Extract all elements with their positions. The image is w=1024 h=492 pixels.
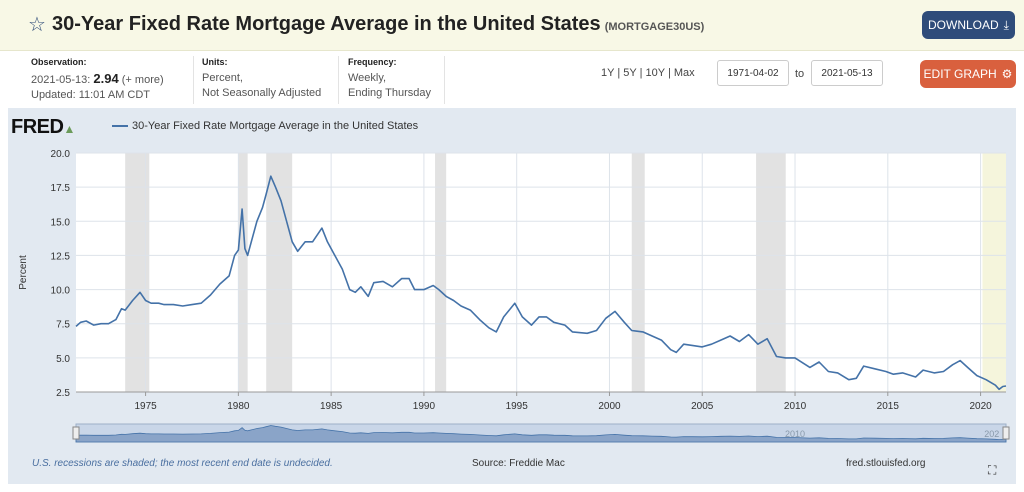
- range-separator: |: [667, 67, 671, 79]
- divider: [338, 56, 339, 104]
- x-tick-label: 2015: [877, 401, 900, 412]
- navigator-series: [75, 425, 1007, 443]
- observation-date: 2021-05-13:: [31, 74, 91, 86]
- x-tick-label: 1980: [227, 401, 250, 412]
- frequency-line2: Ending Thursday: [348, 87, 431, 99]
- navigator-label: 202: [984, 429, 999, 439]
- end-date-input[interactable]: 2021-05-13: [811, 60, 883, 86]
- x-tick-label: 1975: [134, 401, 157, 412]
- frequency-label: Frequency:: [348, 57, 397, 67]
- fred-logo-text: FRED: [11, 116, 64, 138]
- observation-value: 2.94: [93, 71, 119, 86]
- fred-logo-chart-icon: ▲: [63, 122, 75, 136]
- divider: [444, 56, 445, 104]
- to-label: to: [795, 68, 805, 80]
- y-tick-label: 20.0: [51, 149, 71, 160]
- recession-band: [756, 153, 786, 392]
- frequency-line1: Weekly,: [348, 72, 387, 84]
- recession-band: [238, 153, 248, 392]
- fred-logo: FRED▲: [11, 116, 75, 139]
- frequency-block: Frequency: Weekly, Ending Thursday: [348, 57, 444, 101]
- y-tick-label: 17.5: [51, 183, 71, 194]
- recession-note: U.S. recessions are shaded; the most rec…: [32, 458, 333, 469]
- observation-more-link[interactable]: (+ more): [121, 74, 164, 86]
- recession-band: [266, 153, 293, 392]
- star-outline-icon[interactable]: ☆: [28, 14, 46, 36]
- y-axis-label: Percent: [18, 255, 29, 290]
- y-tick-label: 12.5: [51, 251, 71, 262]
- x-tick-label: 2005: [691, 401, 714, 412]
- range-5y-link[interactable]: 5Y: [623, 67, 637, 79]
- range-separator: |: [617, 67, 621, 79]
- legend-label: 30-Year Fixed Rate Mortgage Average in t…: [132, 120, 419, 132]
- y-tick-label: 15.0: [51, 217, 71, 228]
- units-label: Units:: [202, 57, 228, 67]
- x-tick-label: 2000: [598, 401, 621, 412]
- plot-area: [76, 153, 1006, 392]
- range-selector: 1Y | 5Y | 10Y | Max: [601, 67, 695, 79]
- range-10y-link[interactable]: 10Y: [645, 67, 665, 79]
- range-max-link[interactable]: Max: [673, 67, 695, 79]
- chart-legend: 30-Year Fixed Rate Mortgage Average in t…: [112, 120, 418, 132]
- divider: [193, 56, 194, 104]
- download-button[interactable]: DOWNLOAD ⤓: [922, 11, 1015, 39]
- range-1y-link[interactable]: 1Y: [601, 67, 615, 79]
- site-link[interactable]: fred.stlouisfed.org: [846, 458, 926, 469]
- edit-graph-label: EDIT GRAPH: [923, 67, 997, 81]
- y-tick-label: 5.0: [56, 354, 70, 365]
- x-tick-label: 1985: [320, 401, 343, 412]
- navigator-label: 2010: [785, 429, 805, 439]
- series-line: [75, 175, 1007, 391]
- navigator-right-handle[interactable]: [1002, 426, 1010, 440]
- series-id: (MORTGAGE30US): [604, 21, 705, 33]
- page-title: 30-Year Fixed Rate Mortgage Average in t…: [52, 13, 704, 36]
- y-tick-label: 7.5: [56, 320, 70, 331]
- source-note: Source: Freddie Mac: [472, 458, 565, 469]
- x-tick-label: 2010: [784, 401, 807, 412]
- navigator-left-handle[interactable]: [72, 426, 80, 440]
- units-line1: Percent,: [202, 72, 243, 84]
- updated-time: Updated: 11:01 AM CDT: [31, 89, 151, 101]
- x-tick-label: 1995: [506, 401, 529, 412]
- observation-block: Observation: 2021-05-13: 2.94 (+ more) U…: [31, 57, 191, 103]
- recession-band: [631, 153, 645, 392]
- x-tick-label: 1990: [413, 401, 436, 412]
- recession-band: [982, 153, 1006, 392]
- download-icon: ⤓: [1003, 17, 1009, 32]
- y-tick-label: 2.5: [56, 388, 70, 399]
- edit-graph-button[interactable]: EDIT GRAPH ⚙: [920, 60, 1016, 88]
- units-block: Units: Percent, Not Seasonally Adjusted: [202, 57, 342, 101]
- fullscreen-icon[interactable]: ⛶: [988, 463, 997, 477]
- series-title: 30-Year Fixed Rate Mortgage Average in t…: [52, 13, 601, 35]
- observation-line: 2021-05-13: 2.94 (+ more): [31, 71, 191, 88]
- range-separator: |: [639, 67, 643, 79]
- download-label: DOWNLOAD: [928, 18, 999, 32]
- legend-swatch: [112, 125, 128, 127]
- y-tick-label: 10.0: [51, 286, 71, 297]
- observation-label: Observation:: [31, 57, 87, 67]
- units-line2: Not Seasonally Adjusted: [202, 87, 322, 99]
- recession-band: [435, 153, 447, 392]
- title-bar: ☆ 30-Year Fixed Rate Mortgage Average in…: [0, 0, 1024, 51]
- start-date-input[interactable]: 1971-04-02: [717, 60, 789, 86]
- x-tick-label: 2020: [969, 401, 992, 412]
- gear-icon: ⚙: [1001, 67, 1013, 81]
